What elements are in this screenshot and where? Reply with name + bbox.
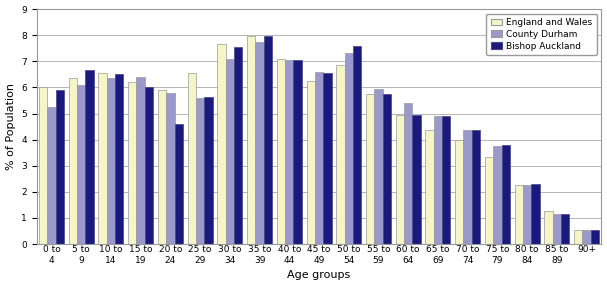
Bar (434, 116, 442, 244)
Bar (574, 230, 583, 244)
Bar (69, 78, 77, 244)
Bar (217, 44, 226, 244)
Bar (86, 70, 93, 244)
Bar (515, 185, 523, 244)
Bar (353, 46, 361, 244)
Bar (205, 97, 212, 244)
Bar (256, 42, 263, 244)
Bar (188, 73, 196, 244)
X-axis label: Age groups: Age groups (287, 271, 351, 281)
Bar (426, 130, 434, 244)
Bar (561, 214, 569, 244)
Bar (323, 73, 331, 244)
Bar (404, 103, 412, 244)
Bar (455, 140, 464, 244)
Bar (375, 89, 382, 244)
Bar (166, 93, 175, 244)
Bar (485, 157, 493, 244)
Bar (158, 90, 166, 244)
Bar (336, 65, 345, 244)
Bar (247, 37, 256, 244)
Bar (293, 60, 302, 244)
Bar (472, 130, 480, 244)
Bar (396, 115, 404, 244)
Bar (307, 81, 315, 244)
Legend: England and Wales, County Durham, Bishop Auckland: England and Wales, County Durham, Bishop… (486, 13, 597, 55)
Bar (128, 82, 137, 244)
Bar (553, 214, 561, 244)
Bar (315, 72, 323, 244)
Bar (98, 73, 107, 244)
Bar (366, 94, 375, 244)
Bar (226, 59, 234, 244)
Bar (345, 53, 353, 244)
Bar (137, 77, 145, 244)
Bar (277, 59, 285, 244)
Bar (464, 130, 472, 244)
Bar (39, 88, 47, 244)
Bar (544, 211, 553, 244)
Bar (145, 88, 153, 244)
Bar (523, 185, 531, 244)
Bar (531, 184, 540, 244)
Bar (175, 124, 183, 244)
Y-axis label: % of Population: % of Population (5, 83, 16, 170)
Bar (56, 90, 64, 244)
Bar (77, 85, 86, 244)
Bar (583, 230, 591, 244)
Bar (412, 115, 421, 244)
Bar (493, 146, 501, 244)
Bar (115, 74, 123, 244)
Bar (442, 116, 450, 244)
Bar (285, 60, 293, 244)
Bar (501, 145, 510, 244)
Bar (47, 107, 56, 244)
Bar (591, 230, 599, 244)
Bar (107, 78, 115, 244)
Bar (263, 37, 272, 244)
Bar (234, 47, 242, 244)
Bar (382, 94, 391, 244)
Bar (196, 98, 205, 244)
